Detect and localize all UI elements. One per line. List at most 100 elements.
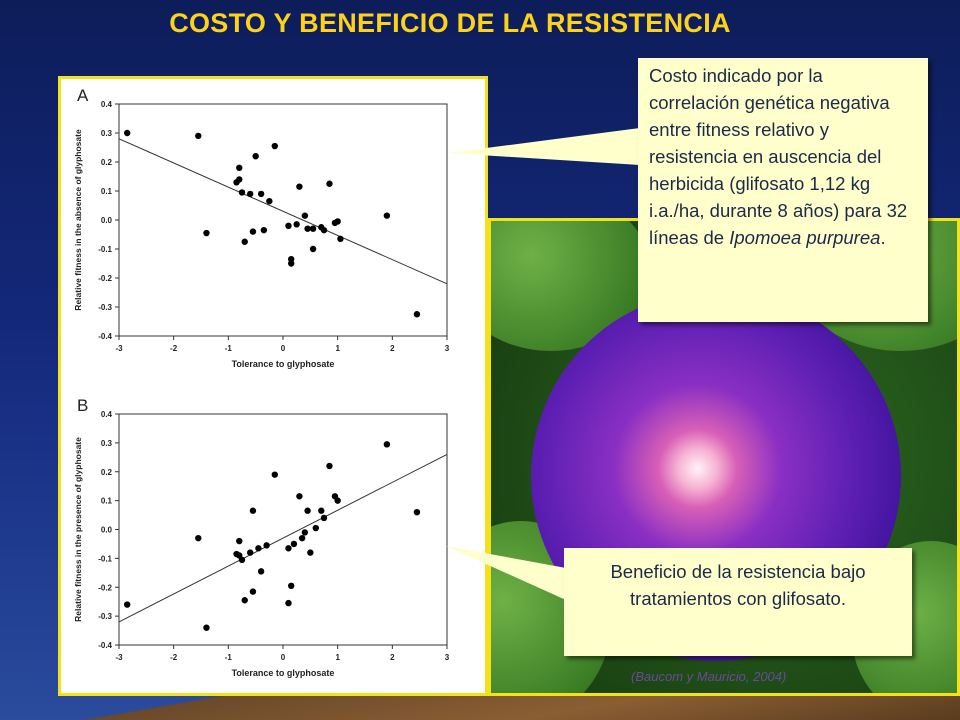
scatter-charts: A -3 -2 -1 0 1 2 3 0.4 0.3 0.2 0.1 0.0 -0.1 -0.2 -0.3 -0…: [73, 86, 450, 678]
data-point: [203, 229, 210, 237]
citation-text: (Baucom y Mauricio, 2004): [631, 669, 787, 684]
x-tick-label: -1: [225, 344, 233, 353]
callout-cost-text: Costo indicado por la correlación genéti…: [649, 65, 908, 248]
data-point: [326, 180, 333, 187]
y-tick-label: 0.1: [101, 187, 113, 196]
data-point: [309, 245, 317, 253]
data-point: [337, 235, 344, 243]
y-tick-label: 0.4: [101, 410, 113, 419]
data-point: [298, 534, 306, 542]
data-point: [124, 129, 131, 137]
data-point: [124, 601, 131, 608]
slide-title: COSTO Y BENEFICIO DE LA RESISTENCIA: [169, 8, 731, 38]
data-point: [249, 507, 257, 514]
data-point: [296, 493, 303, 500]
data-point: [255, 545, 262, 552]
data-point: [263, 542, 270, 549]
callout-benefit-text: Beneficio de la resistencia bajo tratami…: [610, 561, 866, 609]
y-tick-label: 0.2: [101, 158, 113, 167]
y-tick-label: -0.1: [98, 245, 112, 254]
data-point: [241, 597, 248, 604]
data-point: [249, 228, 257, 235]
data-point: [334, 497, 341, 504]
data-point: [257, 190, 265, 198]
data-point: [257, 568, 265, 575]
data-point: [195, 132, 202, 140]
data-point: [296, 183, 303, 190]
x-tick-label: -3: [115, 653, 123, 662]
data-point: [301, 212, 309, 219]
callout-cost-end: .: [880, 227, 886, 248]
y-tick-label: -0.3: [98, 612, 112, 621]
plot-frame: [118, 413, 448, 646]
y-tick-label: -0.3: [98, 303, 112, 312]
chart-panel: A -3 -2 -1 0 1 2 3 0.4 0.3 0.2 0.1 0.0 -0.1 -0.2 -0.3 -0…: [58, 76, 488, 696]
panel-label: B: [77, 396, 88, 415]
data-point: [241, 238, 248, 245]
data-point: [413, 311, 421, 318]
x-tick-label: 3: [445, 653, 450, 662]
y-axis-label: Relative fitness in the absence of glyph…: [73, 129, 83, 311]
trend-line: [118, 453, 448, 623]
data-point: [271, 471, 278, 478]
x-tick-label: 3: [445, 344, 450, 353]
y-tick-label: -0.2: [98, 583, 112, 592]
y-tick-label: 0.0: [101, 216, 113, 225]
x-tick-label: 0: [281, 344, 286, 353]
data-point: [383, 212, 391, 219]
data-point: [266, 197, 273, 205]
data-point: [326, 462, 333, 470]
data-point: [304, 507, 311, 514]
data-point: [238, 189, 246, 196]
data-point: [247, 190, 254, 198]
y-tick-label: -0.1: [98, 554, 112, 563]
y-tick-label: 0.2: [101, 468, 113, 477]
y-tick-label: 0.0: [101, 526, 113, 535]
data-point: [236, 537, 243, 545]
x-tick-label: -2: [170, 344, 178, 353]
data-point: [252, 153, 259, 160]
data-point: [247, 549, 254, 556]
data-point: [195, 534, 202, 542]
callout-cost-species: Ipomoea purpurea: [729, 227, 881, 248]
callout-cost: Costo indicado por la correlación genéti…: [638, 58, 928, 322]
y-tick-label: -0.2: [98, 274, 112, 283]
data-point: [293, 221, 300, 228]
y-axis-label: Relative fitness in the presence of glyp…: [73, 437, 83, 622]
x-tick-label: 1: [335, 344, 340, 353]
data-point: [260, 226, 268, 234]
y-tick-label: 0.4: [101, 100, 113, 109]
x-tick-label: -3: [115, 344, 123, 353]
data-point: [312, 524, 319, 532]
y-tick-label: 0.1: [101, 497, 113, 506]
y-tick-label: -0.4: [98, 641, 112, 650]
y-tick-label: 0.3: [101, 439, 113, 448]
data-point: [236, 164, 243, 171]
data-point: [320, 514, 328, 522]
y-tick-label: -0.4: [98, 332, 112, 341]
data-point: [285, 545, 292, 552]
x-tick-label: -2: [170, 653, 178, 662]
data-point: [249, 588, 257, 595]
data-point: [290, 540, 298, 548]
data-point: [288, 582, 295, 590]
plot-frame: [118, 103, 448, 337]
callout-benefit: Beneficio de la resistencia bajo tratami…: [564, 548, 912, 656]
data-point: [304, 225, 311, 232]
data-point: [271, 142, 278, 150]
trend-line: [118, 138, 448, 285]
x-tick-label: 2: [390, 344, 395, 353]
data-point: [233, 179, 240, 186]
data-point: [285, 222, 292, 229]
data-point: [383, 441, 391, 448]
data-point: [413, 508, 421, 516]
data-point: [285, 599, 292, 607]
x-axis-label: Tolerance to glyphosate: [232, 668, 335, 678]
panel-label: A: [77, 86, 89, 105]
x-tick-label: 1: [335, 653, 340, 662]
data-point: [301, 529, 309, 536]
data-point: [203, 624, 210, 631]
data-point: [334, 218, 341, 225]
x-tick-label: 0: [281, 653, 286, 662]
x-axis-label: Tolerance to glyphosate: [232, 359, 335, 369]
